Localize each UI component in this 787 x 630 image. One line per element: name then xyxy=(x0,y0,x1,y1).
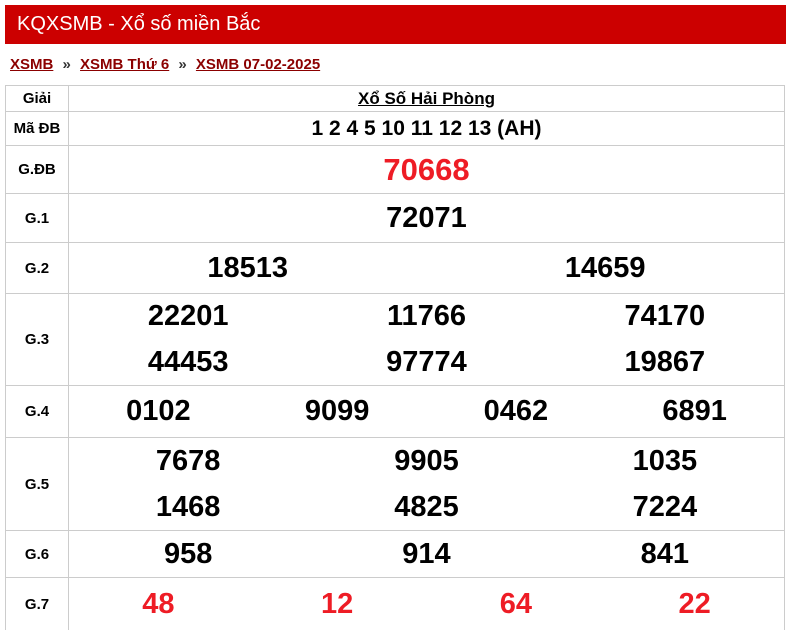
province-cell: Xổ Số Hải Phòng xyxy=(69,86,784,111)
page-header: KQXSMB - Xổ số miền Bắc xyxy=(5,5,786,44)
prize-number: 44453 xyxy=(147,345,229,378)
prize-row-g4: G.4 0102 9099 0462 6891 xyxy=(6,386,784,438)
prize-number-line: 48 12 64 22 xyxy=(69,578,784,630)
prize-number-line: 958 914 841 xyxy=(69,531,784,577)
prize-numbers: 70668 xyxy=(69,146,784,193)
prize-label: G.5 xyxy=(6,438,69,530)
prize-number: 70668 xyxy=(383,151,470,187)
prize-number: 6891 xyxy=(662,395,727,427)
prize-numbers: 72071 xyxy=(69,194,784,242)
prize-label: G.ĐB xyxy=(6,146,69,193)
prize-number: 1035 xyxy=(632,444,698,477)
prize-numbers: 18513 14659 xyxy=(69,243,784,293)
prize-row-g-db: G.ĐB 70668 xyxy=(6,146,784,194)
prize-number: 64 xyxy=(499,587,532,620)
prize-number: 9099 xyxy=(304,395,370,427)
prize-row-g1: G.1 72071 xyxy=(6,194,784,243)
prize-numbers: 0102 9099 0462 6891 xyxy=(69,386,784,437)
prize-number: 914 xyxy=(402,537,451,570)
prize-label: Mã ĐB xyxy=(6,112,69,145)
prize-number-line: 0102 9099 0462 6891 xyxy=(69,386,784,437)
breadcrumb-separator: » xyxy=(62,56,71,73)
prize-number: 74170 xyxy=(624,300,706,333)
prize-label: G.6 xyxy=(6,531,69,577)
prize-number: 11766 xyxy=(386,300,467,333)
prize-number-line: 72071 xyxy=(69,194,784,242)
prize-numbers: 22201 11766 74170 44453 97774 19867 xyxy=(69,294,784,385)
page-title: KQXSMB - Xổ số miền Bắc xyxy=(17,13,261,35)
prize-number: 0102 xyxy=(126,395,191,427)
prize-row-g6: G.6 958 914 841 xyxy=(6,531,784,578)
breadcrumb-separator: » xyxy=(178,56,187,73)
prize-number: 14659 xyxy=(564,251,646,284)
prize-number: 18513 xyxy=(207,251,289,284)
prize-row-g7: G.7 48 12 64 22 xyxy=(6,578,784,630)
prize-numbers: 48 12 64 22 xyxy=(69,578,784,630)
prize-number: 1468 xyxy=(155,490,221,523)
prize-number: 0462 xyxy=(483,395,549,427)
prize-numbers: 1 2 4 5 10 11 12 13 (AH) xyxy=(69,112,784,145)
prize-number: 7678 xyxy=(155,444,221,477)
prize-label: G.2 xyxy=(6,243,69,293)
prize-number: 4825 xyxy=(394,490,459,523)
prize-number: 19867 xyxy=(624,345,706,378)
prize-number: 7224 xyxy=(632,490,698,523)
breadcrumb-link-xsmb-weekday[interactable]: XSMB Thứ 6 xyxy=(80,56,170,73)
prize-number: 97774 xyxy=(386,345,467,378)
prize-number: 958 xyxy=(163,537,213,570)
prize-label: G.7 xyxy=(6,578,69,630)
prize-number: 1 2 4 5 10 11 12 13 (AH) xyxy=(311,116,542,140)
prize-row-g5: G.5 7678 9905 1035 1468 4825 7224 xyxy=(6,438,784,531)
prize-number: 22201 xyxy=(147,300,229,333)
prize-number: 48 xyxy=(142,587,175,620)
prize-label: G.4 xyxy=(6,386,69,437)
prize-number: 72071 xyxy=(386,201,467,234)
prize-numbers: 958 914 841 xyxy=(69,531,784,577)
prize-row-g2: G.2 18513 14659 xyxy=(6,243,784,294)
prize-number: 9905 xyxy=(394,444,459,477)
prize-row-g3: G.3 22201 11766 74170 44453 97774 19867 xyxy=(6,294,784,386)
prize-number-line: 7678 9905 1035 xyxy=(69,438,784,484)
province-link[interactable]: Xổ Số Hải Phòng xyxy=(358,88,495,108)
prize-number-line: 18513 14659 xyxy=(69,243,784,293)
table-header-row: Giải Xổ Số Hải Phòng xyxy=(6,86,784,112)
prize-row-ma-db: Mã ĐB 1 2 4 5 10 11 12 13 (AH) xyxy=(6,112,784,146)
prize-number-line: 44453 97774 19867 xyxy=(69,340,784,386)
breadcrumb: XSMB » XSMB Thứ 6 » XSMB 07-02-2025 xyxy=(5,44,786,85)
prize-number-line: 1 2 4 5 10 11 12 13 (AH) xyxy=(69,112,784,145)
prize-label: G.1 xyxy=(6,194,69,242)
prize-column-header: Giải xyxy=(6,86,69,111)
prize-numbers: 7678 9905 1035 1468 4825 7224 xyxy=(69,438,784,530)
breadcrumb-link-xsmb-date[interactable]: XSMB 07-02-2025 xyxy=(195,56,321,73)
breadcrumb-link-xsmb[interactable]: XSMB xyxy=(10,56,54,73)
page-container: KQXSMB - Xổ số miền Bắc XSMB » XSMB Thứ … xyxy=(5,5,786,630)
prize-number-line: 1468 4825 7224 xyxy=(69,484,784,530)
prize-number: 22 xyxy=(678,587,711,620)
prize-number-line: 70668 xyxy=(69,146,784,193)
prize-number: 841 xyxy=(640,537,690,570)
prize-rows: Mã ĐB 1 2 4 5 10 11 12 13 (AH) G.ĐB 70668 G.… xyxy=(6,112,784,630)
prize-number-line: 22201 11766 74170 xyxy=(69,294,784,340)
prize-number: 12 xyxy=(320,587,354,620)
prize-label: G.3 xyxy=(6,294,69,385)
results-table: Giải Xổ Số Hải Phòng Mã ĐB 1 2 4 5 10 11 … xyxy=(5,85,785,630)
